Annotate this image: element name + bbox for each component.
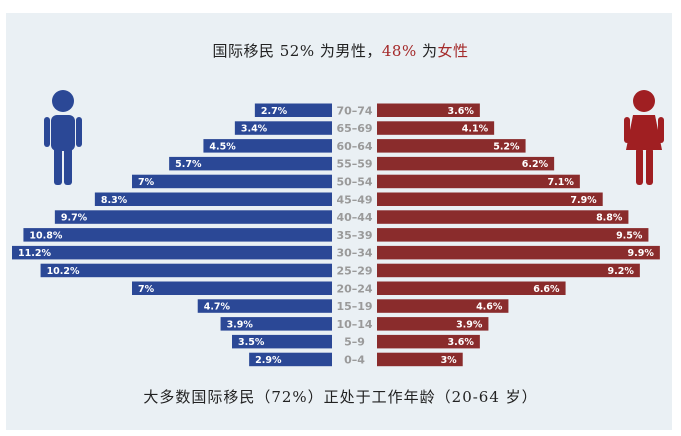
male-value-label: 9.7% <box>61 213 88 224</box>
male-value-label: 10.8% <box>29 230 62 241</box>
female-bar <box>377 156 555 171</box>
male-bar <box>12 245 332 260</box>
male-bar <box>94 192 332 206</box>
age-group-label: 60–64 <box>336 140 372 153</box>
male-bar <box>234 121 332 135</box>
male-value-label: 2.7% <box>261 106 288 117</box>
chart-title: 国际移民 52% 为男性，48% 为女性 <box>0 40 681 61</box>
female-value-label: 9.5% <box>616 230 643 241</box>
age-group-label: 50–54 <box>336 175 372 188</box>
female-value-label: 7.9% <box>570 195 597 206</box>
male-value-label: 10.2% <box>47 266 80 277</box>
age-group-label: 15–19 <box>336 300 372 313</box>
female-bar <box>377 192 603 206</box>
female-person-icon <box>624 90 664 185</box>
male-bar <box>220 317 332 331</box>
male-value-label: 7% <box>138 177 155 188</box>
age-group-label: 35–39 <box>336 229 372 242</box>
age-group-label: 0–4 <box>344 353 365 366</box>
age-group-label: 45–49 <box>336 193 372 206</box>
title-prefix: 国际移民 52% 为男性， <box>212 42 382 60</box>
female-value-label: 6.6% <box>533 284 560 295</box>
age-group-label: 70–74 <box>336 104 372 117</box>
female-value-label: 3.9% <box>456 319 483 330</box>
male-value-label: 8.3% <box>101 195 128 206</box>
male-bar <box>203 139 332 153</box>
female-bar <box>377 317 489 331</box>
age-group-label: 25–29 <box>336 264 372 277</box>
male-value-label: 3.4% <box>241 124 268 135</box>
female-bar <box>377 210 629 224</box>
female-value-label: 3% <box>441 355 458 366</box>
age-group-label: 10–14 <box>336 318 372 331</box>
female-value-label: 7.1% <box>547 177 574 188</box>
male-person-icon <box>44 90 82 185</box>
male-value-label: 11.2% <box>18 248 51 259</box>
age-group-label: 65–69 <box>336 122 372 135</box>
male-value-label: 4.5% <box>209 141 236 152</box>
male-bar <box>169 156 332 171</box>
title-mid: 为 <box>416 42 438 60</box>
female-bar <box>377 352 463 367</box>
age-group-label: 40–44 <box>336 211 372 224</box>
male-bar <box>249 352 332 367</box>
female-value-label: 9.9% <box>627 248 654 259</box>
age-group-label: 20–24 <box>336 282 372 295</box>
male-bar <box>23 228 333 242</box>
female-bar <box>377 281 566 295</box>
chart-footer: 大多数国际移民（72%）正处于工作年龄（20-64 岁） <box>143 388 538 406</box>
male-bar <box>132 281 332 295</box>
female-value-label: 9.2% <box>607 266 634 277</box>
female-bar <box>377 103 480 117</box>
age-group-label: 5–9 <box>344 336 365 349</box>
female-bar <box>377 299 509 313</box>
female-bar <box>377 245 660 260</box>
age-group-label: 55–59 <box>336 158 372 171</box>
male-bar <box>197 299 332 313</box>
female-bar <box>377 174 580 189</box>
male-value-label: 3.5% <box>238 337 265 348</box>
male-value-label: 7% <box>138 284 155 295</box>
male-bar <box>254 103 332 117</box>
female-value-label: 4.1% <box>462 124 489 135</box>
male-value-label: 4.7% <box>204 302 231 313</box>
female-bar <box>377 121 495 135</box>
age-group-label: 30–34 <box>336 247 372 260</box>
female-value-label: 5.2% <box>493 141 520 152</box>
male-value-label: 2.9% <box>255 355 282 366</box>
female-percent: 48% <box>381 42 417 60</box>
female-bar <box>377 139 526 153</box>
female-value-label: 3.6% <box>447 337 474 348</box>
female-value-label: 4.6% <box>476 302 503 313</box>
male-bar <box>54 210 332 224</box>
male-value-label: 3.9% <box>227 319 254 330</box>
female-bar <box>377 334 480 349</box>
female-value-label: 6.2% <box>522 159 549 170</box>
female-bar <box>377 263 640 278</box>
female-value-label: 8.8% <box>596 213 623 224</box>
female-value-label: 3.6% <box>447 106 474 117</box>
male-bar <box>232 334 332 349</box>
female-word: 女性 <box>437 42 469 60</box>
female-bar <box>377 228 649 242</box>
male-bar <box>40 263 332 278</box>
male-bar <box>132 174 332 189</box>
male-value-label: 5.7% <box>175 159 202 170</box>
